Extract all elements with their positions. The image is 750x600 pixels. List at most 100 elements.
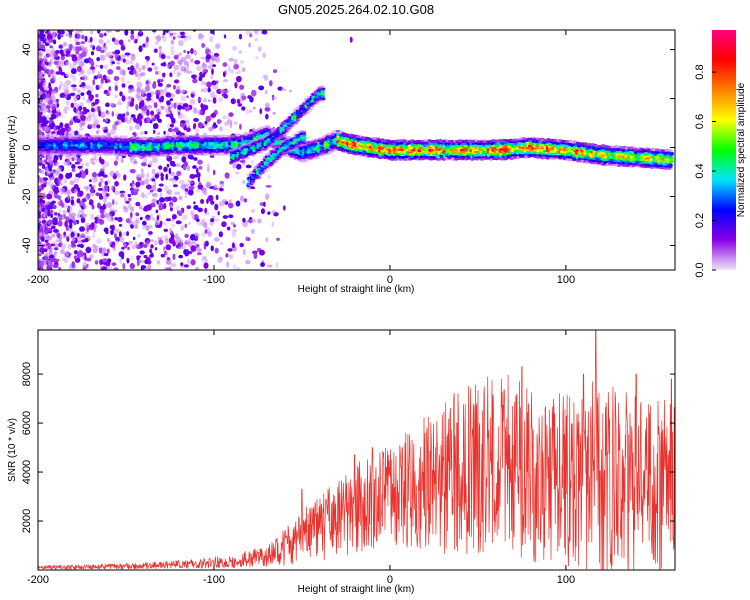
heatmap-cell bbox=[64, 123, 70, 129]
heatmap-cell bbox=[90, 107, 95, 113]
heatmap-cell bbox=[64, 259, 67, 264]
heatmap-cell bbox=[594, 157, 599, 161]
heatmap-cell bbox=[272, 139, 278, 143]
heatmap-cell bbox=[151, 62, 155, 66]
heatmap-cell bbox=[153, 179, 157, 187]
heatmap-cell bbox=[245, 108, 250, 115]
heatmap-cell bbox=[154, 40, 159, 46]
heatmap-cell bbox=[148, 264, 152, 270]
heatmap-cell bbox=[50, 243, 56, 247]
heatmap-cell bbox=[47, 200, 51, 206]
heatmap-cell bbox=[236, 163, 242, 170]
heatmap-cell bbox=[165, 258, 172, 266]
heatmap-cell bbox=[81, 252, 86, 260]
heatmap-cell bbox=[302, 113, 307, 117]
heatmap-cell bbox=[145, 224, 150, 232]
heatmap-cell bbox=[149, 248, 153, 254]
heatmap-cell bbox=[58, 216, 64, 220]
heatmap-cell bbox=[68, 212, 72, 220]
heatmap-cell bbox=[227, 202, 234, 209]
heatmap-cell bbox=[215, 80, 219, 84]
heatmap-cell bbox=[57, 220, 63, 227]
heatmap-cell bbox=[169, 72, 173, 78]
heatmap-cell bbox=[154, 239, 158, 246]
heatmap-cell bbox=[108, 86, 112, 92]
heatmap-cell bbox=[95, 93, 99, 98]
heatmap-cell bbox=[222, 115, 227, 120]
heatmap-cell bbox=[165, 30, 169, 33]
heatmap-cell bbox=[88, 179, 92, 183]
heatmap-cell bbox=[80, 200, 84, 204]
heatmap-cell bbox=[39, 247, 45, 254]
heatmap-cell bbox=[92, 243, 97, 249]
heatmap-cell bbox=[163, 130, 166, 135]
heatmap-cell bbox=[195, 167, 199, 174]
heatmap-cell bbox=[201, 231, 207, 237]
heatmap-cell bbox=[50, 95, 56, 103]
heatmap-cell bbox=[258, 174, 263, 178]
heatmap-cell bbox=[109, 225, 114, 230]
heatmap-cell bbox=[125, 59, 130, 65]
heatmap-cell bbox=[120, 192, 127, 198]
heatmap-cell bbox=[239, 159, 246, 164]
heatmap-cell bbox=[75, 41, 81, 46]
heatmap-cell bbox=[137, 234, 141, 238]
heatmap-cell bbox=[609, 158, 614, 162]
heatmap-cell bbox=[125, 200, 130, 204]
heatmap-cell bbox=[72, 86, 77, 92]
heatmap-cell bbox=[157, 111, 161, 115]
heatmap-cell bbox=[158, 165, 163, 170]
heatmap-cell bbox=[38, 79, 42, 83]
heatmap-cell bbox=[203, 262, 209, 269]
heatmap-cell bbox=[47, 108, 52, 113]
heatmap-cell bbox=[213, 218, 220, 222]
heatmap-cell bbox=[186, 35, 192, 40]
heatmap-cell bbox=[144, 259, 148, 265]
heatmap-cell bbox=[184, 190, 190, 195]
heatmap-cell bbox=[101, 135, 107, 139]
heatmap-cell bbox=[119, 236, 125, 242]
heatmap-cell bbox=[150, 199, 154, 203]
heatmap-cell bbox=[112, 245, 116, 251]
heatmap-cell bbox=[59, 49, 64, 55]
heatmap-cell bbox=[104, 126, 108, 130]
heatmap-cell bbox=[311, 104, 316, 108]
heatmap-cell bbox=[113, 39, 120, 46]
heatmap-cell bbox=[89, 187, 95, 193]
heatmap-cell bbox=[153, 66, 158, 71]
heatmap-cell bbox=[55, 162, 60, 167]
heatmap-cell bbox=[200, 56, 207, 60]
heatmap-cell bbox=[204, 211, 210, 216]
heatmap-cell bbox=[194, 128, 200, 134]
heatmap-cell bbox=[80, 212, 85, 219]
heatmap-cell bbox=[424, 151, 430, 155]
heatmap-cell bbox=[179, 31, 186, 36]
heatmap-cell bbox=[109, 102, 115, 107]
heatmap-cell bbox=[232, 45, 238, 51]
heatmap-cell bbox=[41, 192, 47, 197]
heatmap-cell bbox=[267, 175, 271, 180]
heatmap-cell bbox=[162, 89, 168, 95]
heatmap-cell bbox=[114, 180, 119, 187]
heatmap-cell bbox=[140, 89, 146, 93]
heatmap-cell bbox=[70, 196, 74, 200]
heatmap-cell bbox=[144, 117, 147, 124]
heatmap-cell bbox=[304, 158, 309, 162]
heatmap-cell bbox=[114, 49, 121, 55]
heatmap-cell bbox=[103, 129, 108, 133]
heatmap-cell bbox=[188, 152, 193, 156]
heatmap-cell bbox=[636, 152, 642, 156]
heatmap-cell bbox=[122, 58, 126, 63]
heatmap-cell bbox=[669, 152, 675, 156]
heatmap-cell bbox=[237, 139, 242, 143]
heatmap-cell bbox=[221, 199, 228, 203]
heatmap-cell bbox=[130, 206, 134, 212]
heatmap-cell bbox=[38, 37, 41, 42]
heatmap-cell bbox=[147, 67, 153, 72]
heatmap-cell bbox=[88, 160, 94, 164]
heatmap-cell bbox=[126, 217, 132, 224]
heatmap-cell bbox=[100, 49, 105, 54]
heatmap-cell bbox=[144, 55, 150, 60]
heatmap-cell bbox=[236, 267, 240, 270]
heatmap-cell bbox=[188, 221, 191, 225]
